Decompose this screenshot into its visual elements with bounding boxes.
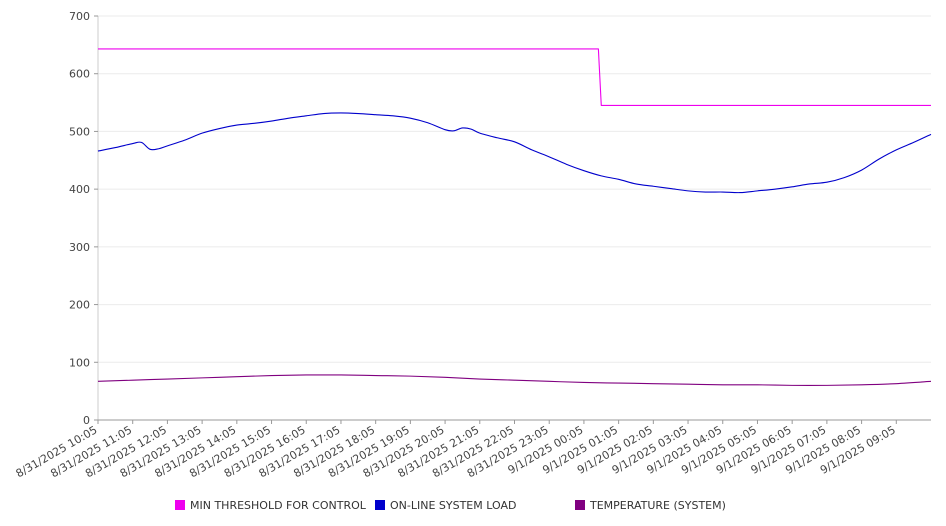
y-tick-label: 700 xyxy=(69,10,90,23)
series-lines xyxy=(97,48,932,386)
legend: MIN THRESHOLD FOR CONTROL ON-LINE SYSTEM … xyxy=(175,499,726,512)
series-line-3 xyxy=(97,374,932,386)
y-axis-ticks: 0 100 200 300 400 500 600 700 xyxy=(69,10,98,427)
legend-swatch-3 xyxy=(575,500,585,510)
legend-label-3: TEMPERATURE (SYSTEM) xyxy=(589,499,726,512)
y-tick-label: 600 xyxy=(69,68,90,81)
y-tick-label: 500 xyxy=(69,125,90,138)
axes xyxy=(97,16,931,421)
legend-swatch-1 xyxy=(175,500,185,510)
x-axis-ticks: 8/31/2025 10:058/31/2025 11:058/31/2025 … xyxy=(14,420,898,480)
y-tick-label: 400 xyxy=(69,183,90,196)
y-tick-label: 0 xyxy=(83,414,90,427)
legend-label-1: MIN THRESHOLD FOR CONTROL xyxy=(190,499,367,512)
series-line-2 xyxy=(97,112,932,194)
legend-swatch-2 xyxy=(375,500,385,510)
y-tick-label: 200 xyxy=(69,299,90,312)
y-tick-label: 300 xyxy=(69,241,90,254)
legend-label-2: ON-LINE SYSTEM LOAD xyxy=(390,499,516,512)
series-line-1 xyxy=(98,48,931,107)
y-tick-label: 100 xyxy=(69,356,90,369)
grid-lines xyxy=(98,15,931,363)
